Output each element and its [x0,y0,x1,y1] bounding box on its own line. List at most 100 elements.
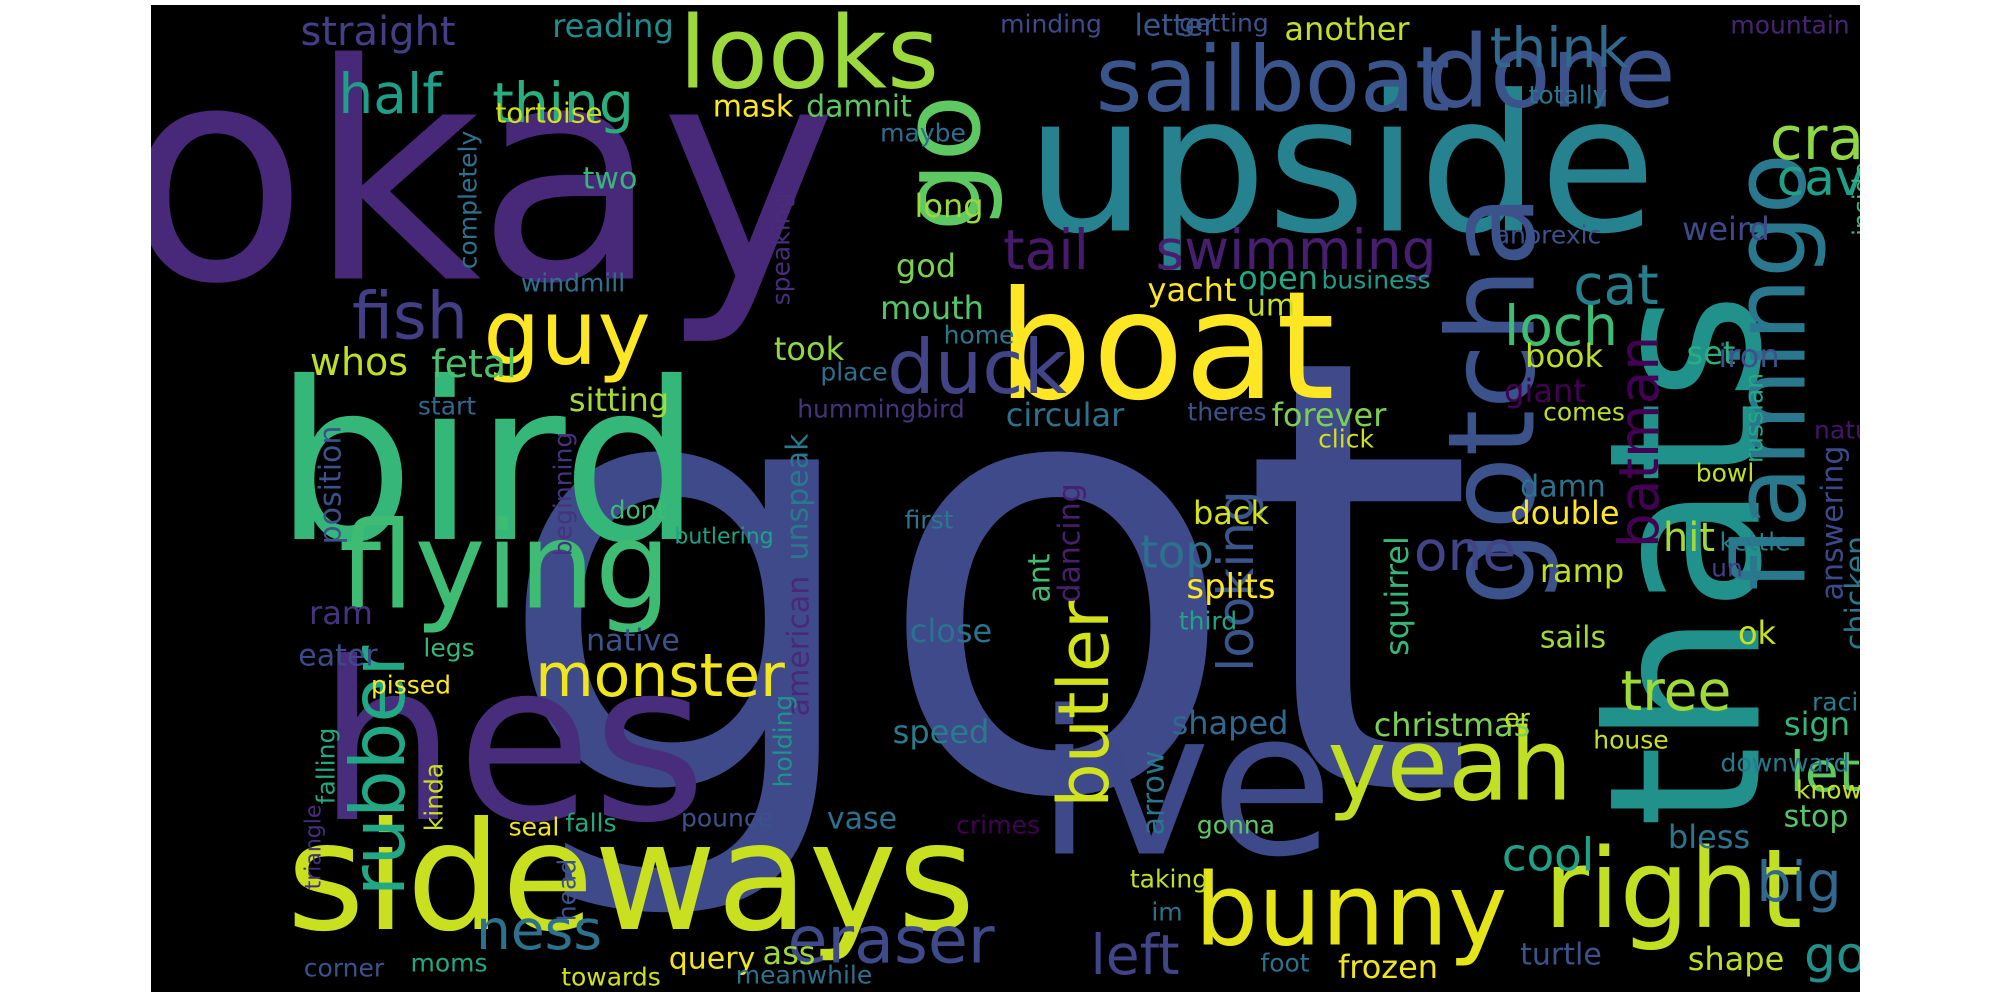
word-legs: legs [423,634,474,663]
word-go: go [877,94,1005,231]
word-thats: thats [1564,292,1809,828]
word-ive: ive [1037,669,1334,902]
word-looking: looking [1207,490,1265,671]
word-fetal: fetal [431,342,517,386]
word-double: double [1510,494,1619,532]
word-big: big [1756,850,1841,914]
word-weird: weird [1682,210,1770,248]
word-anorexic: anorexic [1495,221,1602,250]
word-sitting: sitting [569,381,669,419]
word-boat: boat [997,260,1335,434]
word-close: close [910,612,992,650]
word-place: place [820,358,887,387]
word-giant: giant [1504,372,1586,410]
word-unspeak: unspeak [781,433,816,561]
word-rubber: rubber [334,646,422,897]
word-flamingo: flamingo [1712,153,1829,591]
word-house: house [1593,726,1668,755]
word-god: god [896,247,956,285]
word-minding: minding [1000,10,1102,39]
word-seal: seal [509,813,560,842]
word-cloud: got okay upside bird hes thats ive sideways boat… [151,5,1860,992]
word-iron: iron [1718,337,1779,375]
word-know: know [1796,776,1860,805]
word-first: first [905,506,954,535]
word-squirrel: squirrel [1378,536,1416,656]
word-whos: whos [310,340,408,384]
word-er: er [1504,704,1530,733]
word-tree: tree [1621,659,1732,723]
word-crimes: crimes [956,811,1040,840]
word-half: half [338,62,443,126]
word-im: im [1151,898,1182,927]
word-open: open [1238,259,1318,297]
word-duck: duck [887,323,1067,411]
word-taking: taking [1130,865,1208,894]
word-un: un [1711,554,1743,583]
word-loch: loch [1504,294,1618,358]
word-answering: answering [1816,446,1851,601]
word-cat: cat [1573,253,1659,317]
word-sideways: sideways [287,791,976,965]
word-theres: theres [1187,398,1266,427]
word-cool: cool [1502,829,1594,882]
word-kinda: kinda [420,763,449,831]
word-let: let [1790,740,1860,804]
word-christmas: christmas [1374,706,1531,744]
word-monster: monster [535,641,785,711]
word-fish: fish [352,280,468,355]
word-butler: butler [1043,600,1125,808]
word-falls: falls [565,809,616,838]
word-start: start [418,392,476,421]
word-ok: ok [1738,614,1777,652]
word-dancing: dancing [1053,483,1088,602]
word-right: right [1544,825,1802,953]
word-two: two [583,162,638,197]
word-foot: foot [1260,949,1309,978]
word-flying: flying [339,498,671,637]
word-pounce: pounce [681,804,773,833]
word-windmill: windmill [521,269,625,298]
word-native: native [586,624,680,659]
word-tortoise: tortoise [495,97,602,130]
word-swimming: swimming [1155,218,1436,282]
word-ness: ness [476,898,602,962]
word-meanwhile: meanwhile [736,961,872,990]
word-ramp: ramp [1540,552,1624,590]
word-sailboat: sailboat [1096,28,1451,133]
word-russian: russian [1740,373,1769,463]
word-maybe: maybe [880,119,966,148]
word-shape: shape [1688,940,1785,978]
word-bless: bless [1668,818,1750,856]
word-set: set [1687,334,1736,372]
word-towards: towards [561,963,661,992]
word-chicken: chicken [1840,536,1861,650]
word-hummingbird: hummingbird [797,395,965,424]
word-inside: inside [1848,162,1861,236]
word-letter: letter [1134,9,1216,44]
word-ram: ram [309,594,373,632]
word-batman: batman [1607,336,1671,548]
word-bunny: bunny [1195,852,1508,969]
word-long: long [914,187,983,225]
word-moms: moms [410,949,487,978]
word-getting: getting [1179,9,1269,38]
word-holding: holding [769,695,798,788]
word-home: home [944,321,1015,350]
word-took: took [774,330,845,368]
word-damnit: damnit [806,90,912,125]
word-um: um [1247,289,1295,324]
word-got: got [492,231,1475,930]
word-turtle: turtle [1520,938,1602,973]
word-mountain: mountain [1730,11,1849,40]
word-tail: tail [1003,218,1089,282]
word-left: left [1090,923,1179,987]
word-arrow: arrow [1137,751,1172,836]
word-back: back [1193,494,1270,532]
word-gotcha: gotcha [1424,194,1563,606]
word-going: going [1804,926,1860,984]
word-mask: mask [713,90,794,125]
word-upside: upside [1026,55,1656,276]
word-top: top [1140,526,1214,579]
